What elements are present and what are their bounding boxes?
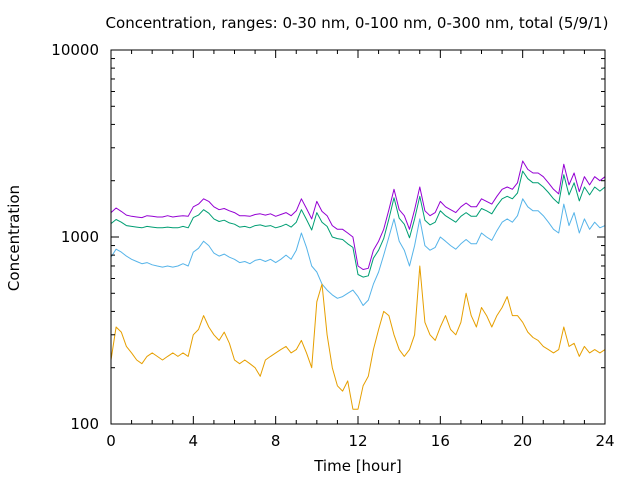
series-line-3 (110, 198, 606, 306)
x-tick-label: 20 (513, 432, 532, 450)
series-line-1 (110, 160, 606, 270)
ticks-layer: 0 4 8 12 16 20 24 100 1000 10000 (51, 41, 614, 450)
y-tick-label: 10000 (51, 41, 99, 59)
plot-frame (110, 49, 606, 425)
y-tick-label: 100 (70, 415, 99, 433)
x-tick-label: 16 (431, 432, 450, 450)
x-axis-label: Time [hour] (313, 457, 402, 475)
x-tick-label: 4 (189, 432, 199, 450)
x-tick-label: 24 (595, 432, 614, 450)
chart-title: Concentration, ranges: 0-30 nm, 0-100 nm… (106, 14, 609, 32)
series-layer (110, 160, 606, 410)
series-line-2 (110, 170, 606, 278)
x-tick-label: 0 (106, 432, 116, 450)
x-tick-label: 8 (271, 432, 281, 450)
series-line-4 (110, 265, 606, 410)
x-tick-label: 12 (348, 432, 367, 450)
y-axis-label: Concentration (5, 185, 23, 291)
y-tick-label: 1000 (61, 228, 99, 246)
